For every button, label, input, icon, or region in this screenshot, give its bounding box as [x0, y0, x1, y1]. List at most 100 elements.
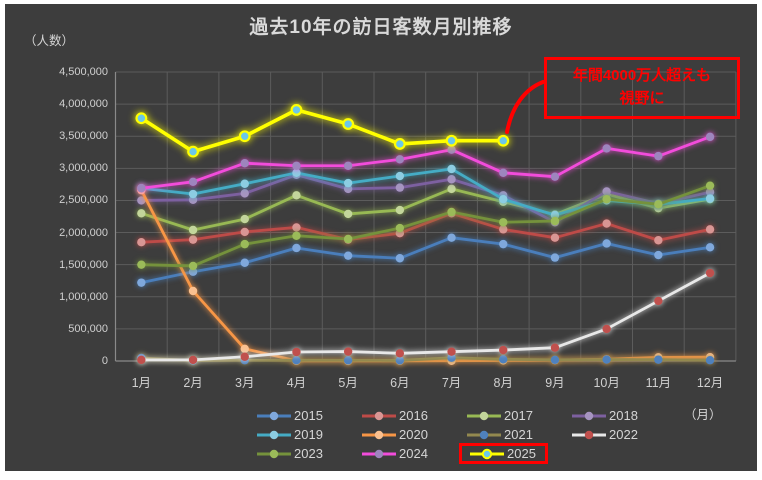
series-2023-marker: [499, 218, 508, 227]
series-2025-marker: [342, 118, 355, 130]
series-2022-marker: [137, 355, 146, 365]
series-2024-marker: [447, 145, 456, 154]
y-axis-unit-label: （人数）: [24, 34, 75, 48]
legend-label: 2019: [294, 427, 323, 442]
series-2024-marker: [602, 144, 611, 153]
y-tick-label: 2,500,000: [59, 194, 108, 207]
legend-item-2022: 2022: [571, 427, 676, 442]
chart-title: 過去10年の訪日客数月別推移: [249, 17, 513, 38]
series-2018-marker: [137, 196, 146, 205]
series-2023-marker: [240, 239, 249, 249]
series-2018-marker: [188, 195, 198, 205]
y-tick-label: 3,000,000: [59, 162, 108, 175]
series-2016-marker: [240, 227, 249, 237]
series-2023-marker: [343, 234, 353, 244]
series-2025-marker: [238, 130, 251, 143]
legend-item-2023: 2023: [256, 446, 361, 461]
x-tick-label: 1月: [131, 376, 152, 390]
series-2025-marker: [393, 138, 406, 150]
legend-item-2024: 2024: [361, 446, 466, 461]
series-2015-marker: [654, 250, 663, 260]
series-2024-marker: [292, 161, 301, 170]
x-tick-label: 7月: [441, 376, 462, 390]
x-tick-label: 3月: [235, 376, 255, 390]
series-2018-marker: [602, 187, 611, 196]
series-2015-marker: [292, 243, 301, 253]
legend-swatch-icon: [362, 411, 396, 420]
y-tick-label: 2,000,000: [59, 226, 108, 239]
series-2016-marker: [499, 225, 508, 234]
chart-legend: 2015 2016 2017 2018 2019 2020 2021 2022 2023 2024…: [256, 406, 676, 464]
series-2017-marker: [447, 184, 456, 194]
legend-swatch-icon: [362, 449, 396, 458]
x-tick-label: 11月: [645, 376, 672, 390]
series-2016-line: [139, 211, 712, 244]
annotation-callout: 年間4000万人超えも 視野に: [544, 57, 740, 119]
legend-swatch-icon: [467, 411, 501, 420]
series-2019-marker: [395, 171, 405, 181]
legend-swatch-icon: [470, 448, 504, 459]
series-2018-marker: [343, 184, 353, 194]
series-2016-marker: [550, 233, 560, 242]
series-2015-marker: [602, 239, 611, 248]
legend-swatch-icon: [467, 430, 501, 439]
series-2021-marker: [292, 356, 301, 365]
series-2023-marker: [292, 231, 301, 240]
series-2022-marker: [188, 355, 198, 365]
series-2015-marker: [188, 267, 198, 276]
legend-item-2019: 2019: [256, 427, 361, 442]
chart-background: [5, 4, 757, 471]
series-2017-marker: [395, 205, 405, 215]
annotation-text-line2: 視野に: [619, 90, 665, 108]
series-2023-marker: [550, 216, 560, 226]
series-2016-marker: [137, 237, 146, 247]
series-2021-marker: [447, 353, 456, 362]
legend-label: 2015: [294, 408, 323, 423]
x-tick-label: 9月: [545, 376, 565, 390]
series-2015-marker: [137, 278, 146, 287]
x-tick-label: 5月: [338, 376, 358, 390]
series-2022-marker: [343, 347, 353, 356]
series-2022-marker: [447, 347, 456, 356]
series-2021-marker: [550, 355, 560, 365]
series-2024-marker: [395, 155, 405, 164]
series-2017-marker: [292, 191, 301, 200]
series-2019-marker: [188, 189, 198, 199]
x-axis-unit-label: （月）: [684, 408, 722, 422]
series-2023-marker: [602, 194, 611, 204]
series-2024-marker: [654, 151, 663, 161]
series-2016-marker: [654, 236, 663, 245]
series-2017-marker: [343, 209, 353, 219]
series-2016-marker: [705, 225, 715, 234]
series-2023-marker: [137, 260, 146, 269]
legend-swatch-icon: [572, 411, 606, 420]
gridlines: [115, 71, 737, 361]
series-2024-marker: [705, 132, 715, 142]
series-2019-marker: [240, 179, 249, 188]
legend-swatch-icon: [257, 430, 291, 439]
series-2025-marker: [290, 103, 303, 116]
annotation-text-line1: 年間4000万人超えも: [572, 67, 712, 84]
x-tick-label: 12月: [696, 376, 724, 390]
series-2015-marker: [705, 243, 715, 252]
y-tick-label: 4,000,000: [59, 98, 108, 111]
series-2024-line: [139, 135, 712, 190]
x-tick-label: 8月: [493, 376, 513, 390]
series-2022-marker: [602, 324, 611, 334]
series-2019-marker: [292, 168, 301, 178]
legend-item-2015: 2015: [256, 408, 361, 423]
series-2016-marker: [188, 235, 198, 244]
series-2015-line: [139, 236, 712, 285]
series-2018-marker: [240, 189, 249, 198]
legend-label: 2021: [504, 427, 533, 442]
series-2023-marker: [188, 261, 198, 271]
series-2017-marker: [137, 209, 146, 218]
series-2015-marker: [447, 233, 456, 242]
series-2021-marker: [343, 356, 353, 365]
series-2025-marker: [187, 145, 199, 158]
series-2015-marker: [550, 253, 560, 262]
legend-swatch-icon: [257, 449, 291, 458]
legend-label: 2024: [399, 446, 428, 461]
series-2022-marker: [654, 296, 663, 306]
